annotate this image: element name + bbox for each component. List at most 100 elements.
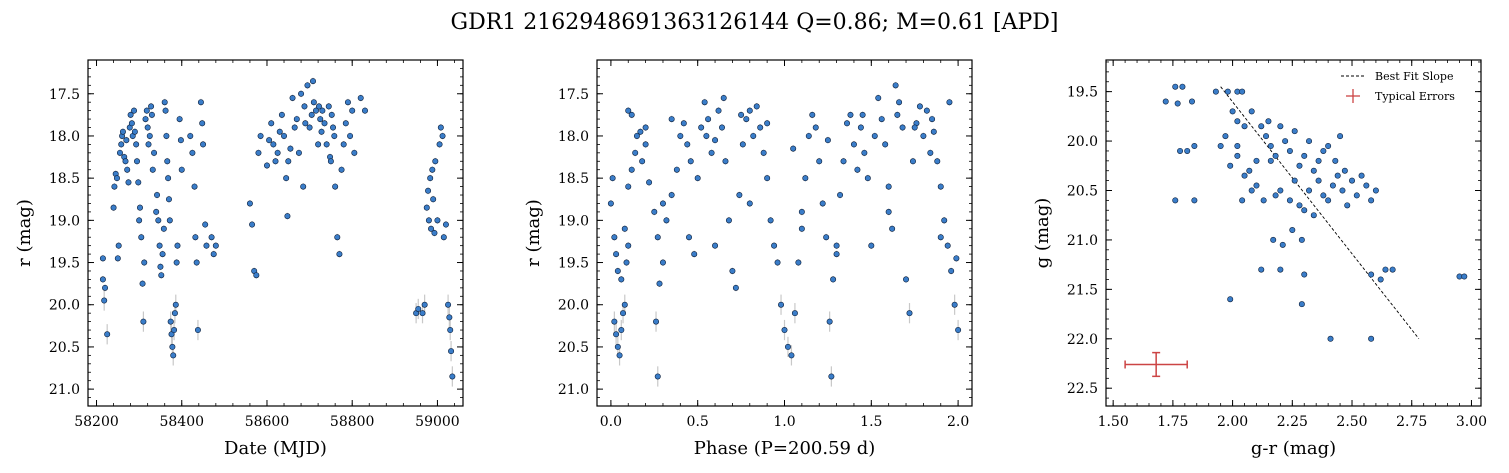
data-point (319, 107, 326, 114)
lightcurve-panel: 58200 58400 58600 58800 59000 17.5 18.0 18.5 19.… (14, 59, 464, 459)
data-point (953, 255, 960, 262)
data-point (894, 111, 901, 118)
data-point (427, 175, 434, 182)
data-point (1248, 187, 1255, 194)
data-point (436, 141, 443, 148)
data-point (1389, 266, 1396, 273)
data-point (1188, 98, 1195, 105)
data-point (1368, 271, 1375, 278)
data-point (668, 116, 675, 123)
data-point (618, 327, 625, 334)
data-point (257, 132, 264, 139)
data-point (274, 149, 281, 156)
data-point (715, 107, 722, 114)
data-point (323, 141, 330, 148)
data-point (419, 310, 426, 317)
data-point (1301, 152, 1308, 159)
data-point (659, 200, 666, 207)
data-point (425, 217, 432, 224)
data-point (430, 196, 437, 203)
data-point (1368, 335, 1375, 342)
data-point (193, 259, 200, 266)
data-point (115, 242, 122, 249)
data-point (736, 192, 743, 199)
data-point (614, 267, 621, 274)
y-tick-label: 19.0 (558, 213, 589, 229)
data-point (1315, 157, 1322, 164)
data-point (154, 192, 161, 199)
data-point (163, 132, 170, 139)
data-point (868, 242, 875, 249)
y-tick-label: 19.5 (49, 256, 80, 272)
data-point (1310, 167, 1317, 174)
data-point (202, 221, 209, 228)
plot-frame (596, 59, 973, 407)
data-point (1291, 128, 1298, 135)
data-point (802, 175, 809, 182)
data-point (285, 158, 292, 165)
data-point (1320, 147, 1327, 154)
data-point (614, 343, 621, 350)
y-tick-label: 20.5 (49, 340, 80, 356)
y-tick-label: 21.5 (1067, 282, 1098, 298)
data-point (133, 141, 140, 148)
y-tick-label: 17.5 (49, 87, 80, 103)
data-point (155, 217, 162, 224)
data-point (321, 120, 328, 127)
x-tick-label: 3.00 (1456, 414, 1487, 430)
data-point (1234, 118, 1241, 125)
data-point (312, 107, 319, 114)
y-axis-label: g (mag) (1032, 198, 1053, 269)
data-point (332, 183, 339, 190)
data-point (885, 183, 892, 190)
plot-frame (87, 59, 464, 407)
data-point (843, 120, 850, 127)
data-point (1363, 182, 1370, 189)
data-point (1332, 157, 1339, 164)
data-point (138, 234, 145, 241)
data-point (1272, 192, 1279, 199)
data-point (445, 301, 452, 308)
data-point (1325, 197, 1332, 204)
data-point (738, 111, 745, 118)
data-point (1212, 88, 1219, 95)
data-point (1263, 133, 1270, 140)
data-point (625, 183, 632, 190)
data-point (113, 175, 120, 182)
data-point (703, 132, 710, 139)
data-point (916, 103, 923, 110)
data-point (1286, 197, 1293, 204)
data-point (249, 221, 256, 228)
y-tick-label: 18.5 (558, 171, 589, 187)
data-point (1179, 83, 1186, 90)
data-point (1353, 192, 1360, 199)
data-point (656, 280, 663, 287)
data-point (334, 234, 341, 241)
data-point (847, 111, 854, 118)
data-point (621, 225, 628, 232)
data-point (764, 175, 771, 182)
data-point (104, 331, 111, 338)
data-point (859, 111, 866, 118)
x-tick-label: 0.5 (687, 414, 709, 430)
data-point (778, 301, 785, 308)
data-point (1296, 202, 1303, 209)
data-point (178, 166, 185, 173)
data-point (157, 263, 164, 270)
data-point (268, 120, 275, 127)
y-tick-label: 20.0 (558, 298, 589, 314)
data-point (903, 276, 910, 283)
data-point (192, 234, 199, 241)
data-point (300, 183, 307, 190)
plot-frame (1105, 59, 1482, 407)
data-point (141, 259, 148, 266)
data-point (934, 158, 941, 165)
data-point (1382, 266, 1389, 273)
data-point (920, 132, 927, 139)
data-point (151, 149, 158, 156)
data-point (165, 196, 172, 203)
data-point (340, 141, 347, 148)
data-point (653, 318, 660, 325)
data-point (145, 141, 152, 148)
